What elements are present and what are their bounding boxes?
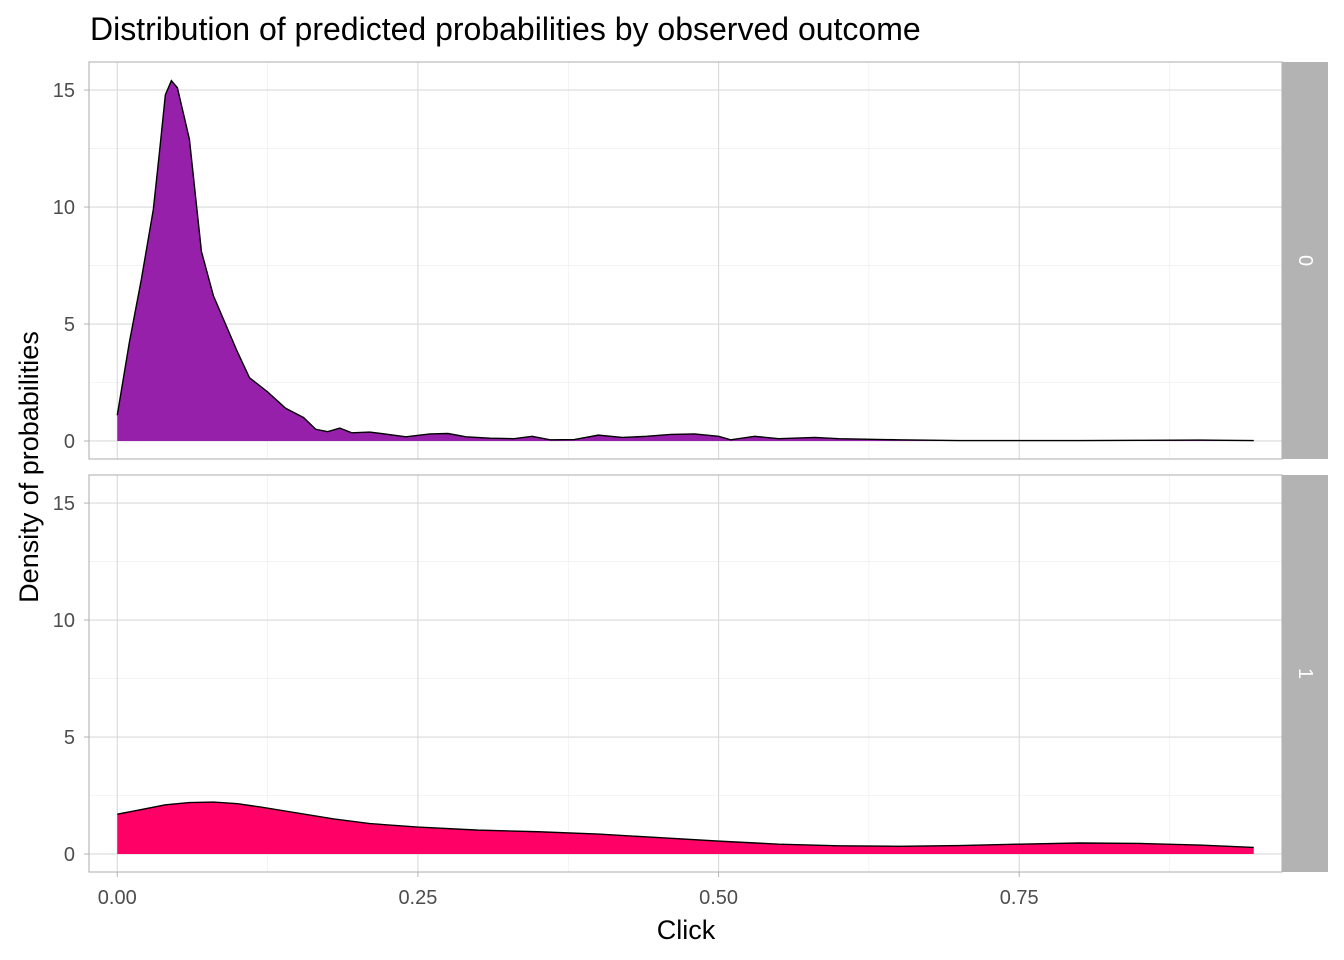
chart-title: Distribution of predicted probabilities …: [90, 11, 921, 47]
y-axis-title: Density of probabilities: [14, 331, 44, 603]
x-axis-title: Click: [657, 915, 716, 945]
y-tick-label: 0: [64, 844, 75, 866]
facet-strip: [1282, 62, 1328, 459]
density-line-0: [116, 79, 1254, 442]
y-tick-label: 15: [53, 493, 75, 515]
y-tick-label: 5: [64, 314, 75, 336]
x-tick-label: 0.00: [98, 887, 137, 909]
facet-panel-0: 0 5 10 15 0: [53, 61, 1328, 460]
facet-strip-label: 0: [1294, 255, 1316, 266]
facet-strip: [1282, 475, 1328, 872]
x-axis-ticks: 0.00 0.25 0.50 0.75: [98, 872, 1039, 909]
facet-strip-label: 1: [1294, 668, 1316, 679]
y-tick-label: 10: [53, 197, 75, 219]
y-tick-label: 15: [53, 80, 75, 102]
facet-panel-1: 0 5 10 15 1: [53, 474, 1328, 873]
y-tick-label: 10: [53, 610, 75, 632]
density-line-1: [117, 801, 1254, 849]
y-tick-label: 5: [64, 727, 75, 749]
y-tick-label: 0: [64, 431, 75, 453]
density-area-0: [117, 80, 1254, 441]
facet-panels: 0 5 10 15 0 0 5 10 15 1: [53, 61, 1328, 873]
density-area-1: [117, 802, 1254, 854]
x-tick-label: 0.50: [699, 887, 738, 909]
x-tick-label: 0.75: [1000, 887, 1039, 909]
x-tick-label: 0.25: [398, 887, 437, 909]
